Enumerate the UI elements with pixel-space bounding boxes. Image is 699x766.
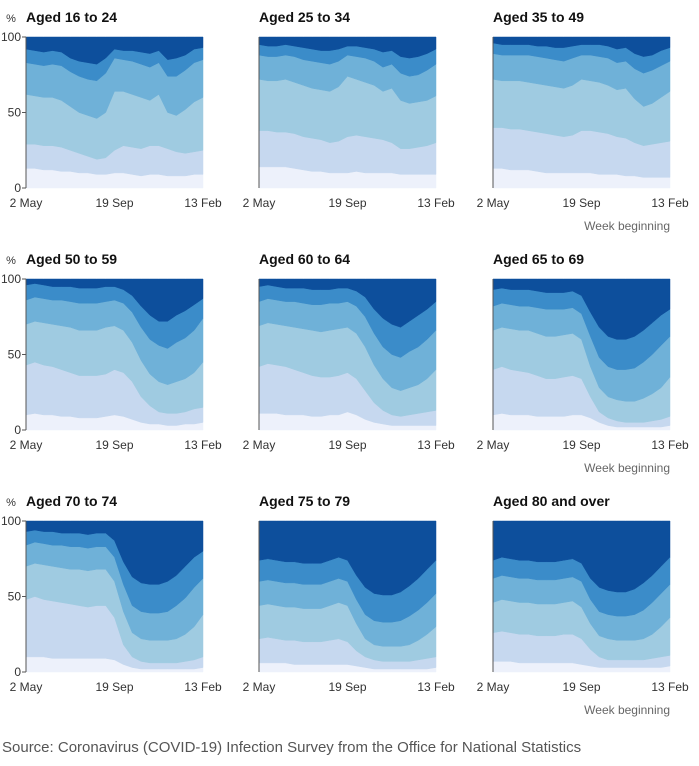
y-tick-label: 0 <box>14 665 21 679</box>
panel-title: Aged 50 to 59 <box>26 251 117 267</box>
band-6 <box>492 278 671 340</box>
x-tick-label: 2 May <box>477 196 510 210</box>
x-tick-label: 2 May <box>477 438 510 452</box>
x-tick-label: 13 Feb <box>651 438 689 452</box>
x-tick-label: 19 Sep <box>95 196 133 210</box>
x-tick-label: 13 Feb <box>651 196 689 210</box>
source-note: Source: Coronavirus (COVID-19) Infection… <box>2 739 582 756</box>
y-tick-label: 0 <box>14 423 21 437</box>
x-tick-label: 2 May <box>243 196 276 210</box>
band-6 <box>25 520 204 585</box>
y-tick-label: 100 <box>1 272 21 286</box>
x-axis-title: Week beginning <box>584 219 670 233</box>
band-6 <box>492 36 671 57</box>
band-6 <box>492 520 671 593</box>
x-tick-label: 13 Feb <box>417 680 455 694</box>
band-6 <box>25 278 204 322</box>
y-tick-label: 50 <box>8 106 22 120</box>
y-tick-label: 100 <box>1 514 21 528</box>
x-tick-label: 19 Sep <box>562 196 600 210</box>
band-6 <box>258 36 437 59</box>
x-tick-label: 2 May <box>243 680 276 694</box>
band-6 <box>25 36 204 65</box>
x-tick-label: 2 May <box>477 680 510 694</box>
x-tick-label: 13 Feb <box>417 196 455 210</box>
x-tick-label: 13 Feb <box>184 680 222 694</box>
x-tick-label: 19 Sep <box>95 680 133 694</box>
x-tick-label: 13 Feb <box>184 438 222 452</box>
panel-title: Aged 35 to 49 <box>493 9 584 25</box>
y-tick-label: 0 <box>14 181 21 195</box>
panel-title: Aged 80 and over <box>493 493 610 509</box>
x-tick-label: 19 Sep <box>562 438 600 452</box>
y-tick-label: 50 <box>8 590 22 604</box>
y-unit-label: % <box>6 13 16 25</box>
x-axis-title: Week beginning <box>584 461 670 475</box>
x-axis-title: Week beginning <box>584 703 670 717</box>
y-unit-label: % <box>6 255 16 267</box>
panel-title: Aged 16 to 24 <box>26 9 117 25</box>
x-tick-label: 2 May <box>10 196 43 210</box>
x-tick-label: 13 Feb <box>651 680 689 694</box>
x-tick-label: 2 May <box>10 680 43 694</box>
panel-title: Aged 70 to 74 <box>26 493 117 509</box>
x-tick-label: 19 Sep <box>328 680 366 694</box>
y-tick-label: 50 <box>8 348 22 362</box>
x-tick-label: 2 May <box>10 438 43 452</box>
y-tick-label: 100 <box>1 30 21 44</box>
band-6 <box>258 520 437 596</box>
x-tick-label: 19 Sep <box>95 438 133 452</box>
band-6 <box>258 278 437 328</box>
x-tick-label: 19 Sep <box>328 196 366 210</box>
panel-title: Aged 60 to 64 <box>259 251 350 267</box>
x-tick-label: 13 Feb <box>417 438 455 452</box>
x-tick-label: 2 May <box>243 438 276 452</box>
x-tick-label: 13 Feb <box>184 196 222 210</box>
panel-title: Aged 75 to 79 <box>259 493 350 509</box>
y-unit-label: % <box>6 497 16 509</box>
x-tick-label: 19 Sep <box>562 680 600 694</box>
x-tick-label: 19 Sep <box>328 438 366 452</box>
panel-title: Aged 25 to 34 <box>259 9 350 25</box>
panel-title: Aged 65 to 69 <box>493 251 584 267</box>
